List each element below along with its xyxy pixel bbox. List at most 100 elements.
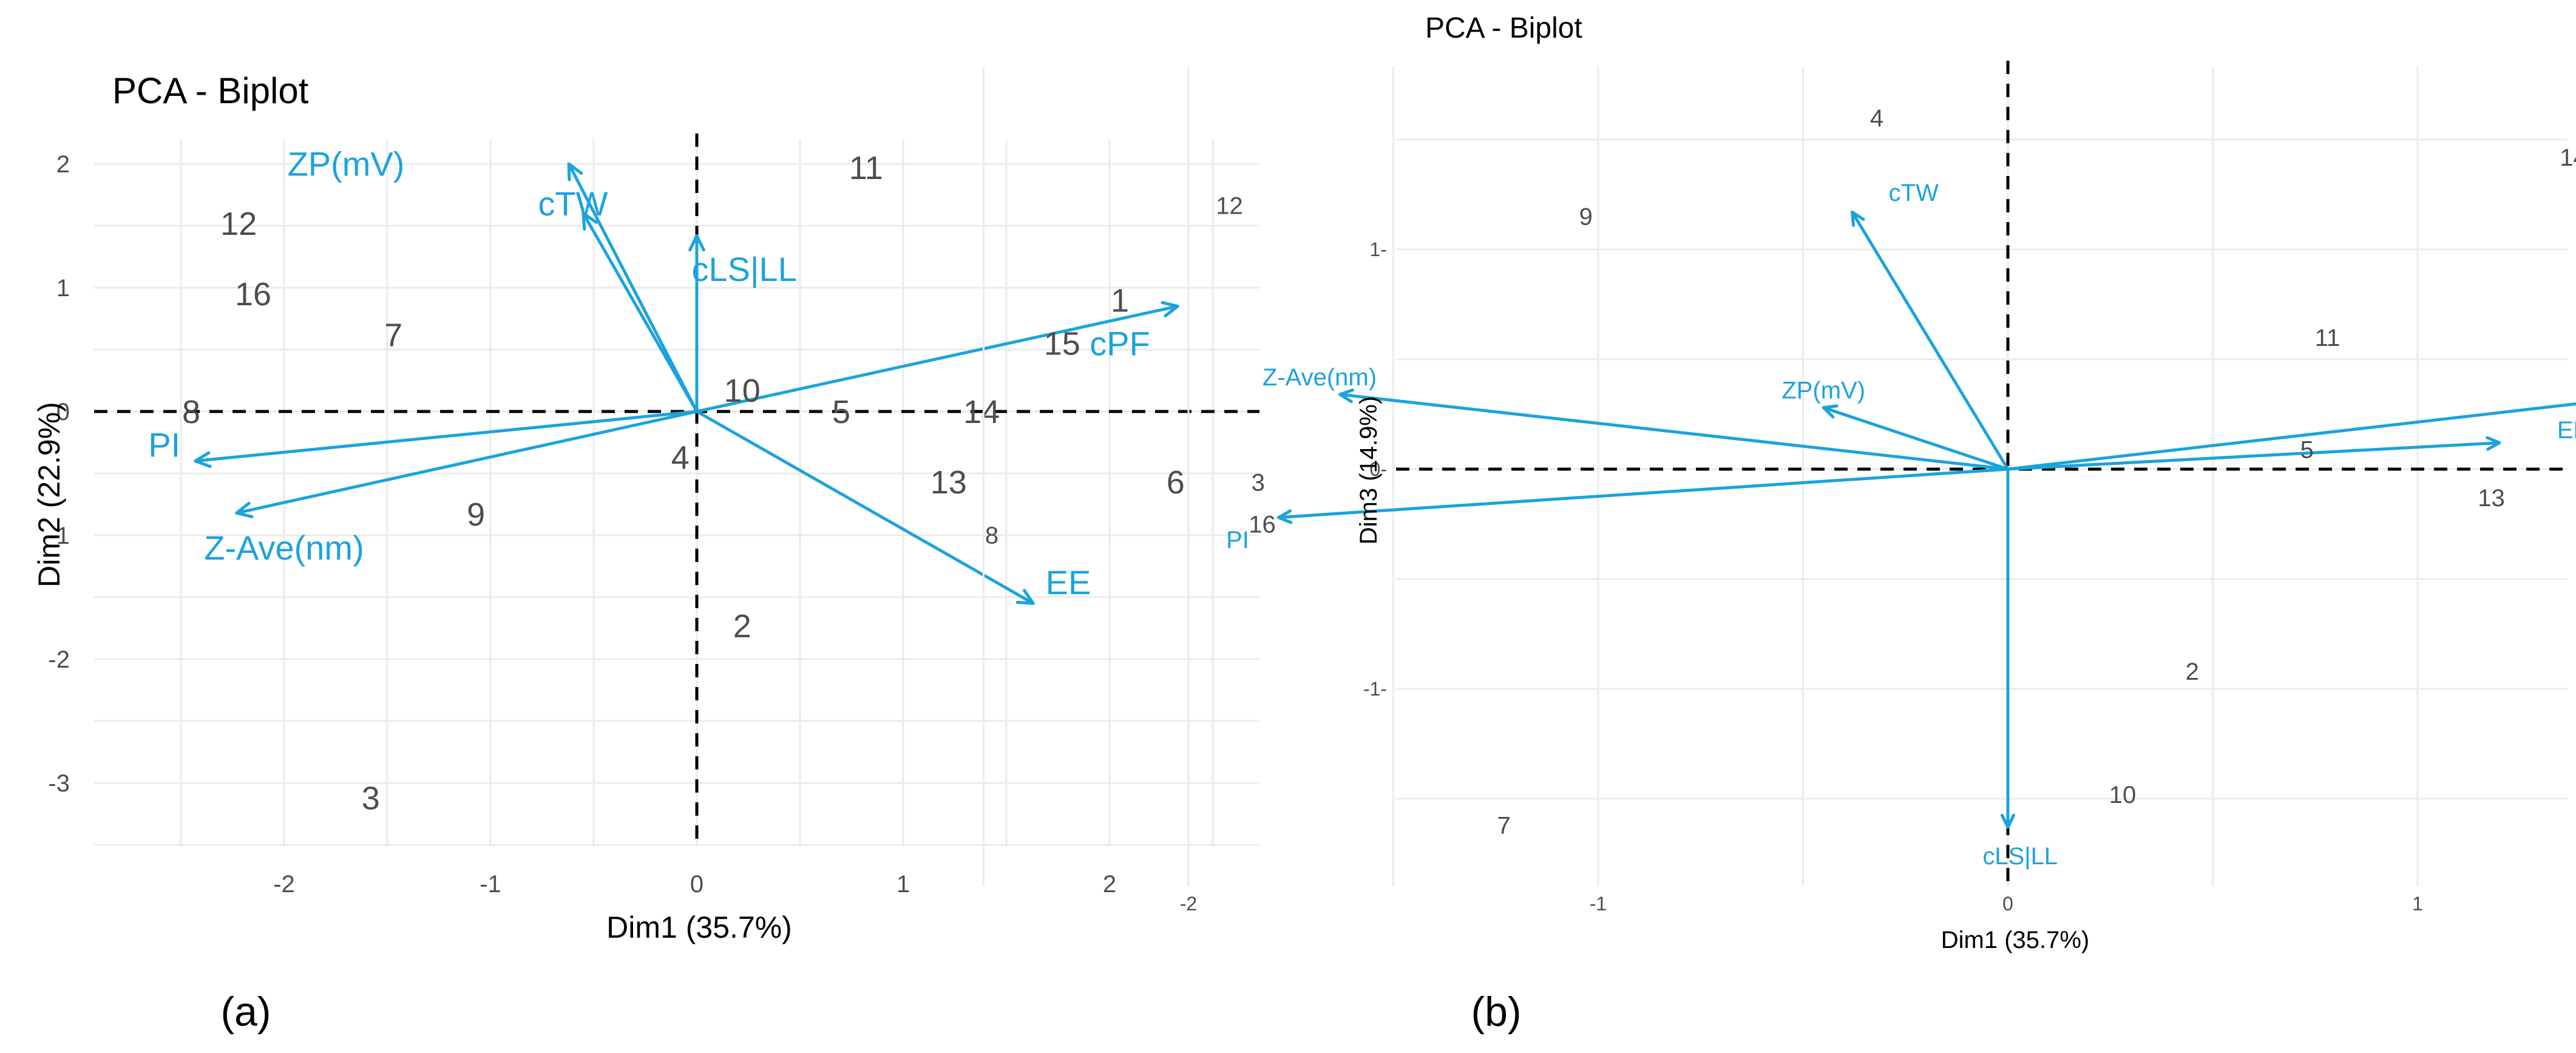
a-arrowhead-2 [688, 234, 705, 252]
panel-a-variable-arrows [194, 162, 1179, 605]
a-arrowhead-5 [194, 451, 212, 469]
a-point-label-3: 3 [362, 780, 380, 816]
a-arrow-5 [195, 410, 697, 463]
b-variable-label-2: Z-Ave(nm) [1263, 364, 1377, 391]
panel-b-zero-lines [1396, 61, 2568, 886]
b-arrow-0 [1851, 211, 2010, 470]
b-arrow-1 [1823, 406, 2008, 471]
b-point-label-4: 4 [1870, 105, 1883, 132]
panel-a-y-ticks: 2 1 0 -1 -2 -3 [48, 151, 70, 797]
b-variable-label-4: EE [2557, 417, 2576, 444]
b-point-label-14: 14 [2560, 144, 2576, 171]
b-point-label-5: 5 [2300, 436, 2314, 463]
a-x-tick-label-0: -2 [273, 871, 295, 898]
b-x-tick-label-1: -1 [1590, 893, 1607, 915]
a-arrowhead-0 [567, 162, 583, 181]
panel-a-variable-labels: ZP(mV) cTW cLS|LL cPF EE PI Z-Ave(nm) [148, 145, 1150, 602]
a-point-label-14: 14 [963, 394, 1000, 430]
panel-a-x-ticks: -2 -1 0 1 2 [273, 871, 1116, 898]
panel-a-biplot: PCA - Biplot -2 -1 0 1 2 210-1-2-3 123456789… [32, 70, 1259, 1035]
a-variable-label-4: EE [1046, 563, 1091, 601]
a-variable-label-2: cLS|LL [692, 250, 797, 288]
b-arrowhead-0 [1851, 210, 1865, 227]
a-x-tick-label-4: 2 [1103, 871, 1116, 898]
a-y-tick-label-1: 1 [56, 275, 70, 302]
a-variable-label-0: ZP(mV) [288, 145, 405, 183]
a-point-label-15: 15 [1044, 326, 1080, 362]
a-point-label-11: 11 [849, 150, 883, 186]
b-point-label-2: 2 [2186, 659, 2199, 685]
b-arrow-2 [1340, 393, 2008, 471]
a-point-label-7: 7 [384, 317, 402, 353]
a-x-tick-label-1: -1 [480, 871, 501, 898]
panel-b-variable-arrows [1277, 210, 2576, 829]
a-point-label-9: 9 [467, 496, 485, 533]
b-y-tick-label-0: 1- [1370, 239, 1387, 260]
a-arrowhead-3 [1161, 301, 1179, 318]
b-point-label-12: 12 [1216, 193, 1243, 220]
b-variable-label-1: ZP(mV) [1781, 378, 1865, 404]
a-point-label-10: 10 [724, 373, 761, 409]
a-variable-label-5: PI [148, 426, 180, 464]
panel-b-grid [983, 67, 2568, 886]
b-variable-label-5: PI [1226, 527, 1249, 554]
a-y-tick-label-3: -1 [48, 523, 70, 549]
a-y-tick-label-4: -2 [48, 646, 70, 673]
a-point-label-16: 16 [235, 276, 271, 313]
a-arrowhead-6 [235, 501, 254, 518]
a-point-label-6: 6 [1167, 464, 1185, 501]
b-arrow-5 [1278, 467, 2008, 520]
a-variable-label-3: cPF [1090, 324, 1150, 362]
panel-a-grid [94, 140, 1259, 847]
a-arrow-1 [581, 212, 699, 413]
b-arrowhead-1 [1822, 404, 1839, 419]
a-arrow-4 [696, 410, 1034, 605]
b-point-label-8: 8 [985, 523, 998, 549]
panel-b-y-axis-title: Dim3 (14.9%) [1355, 396, 1382, 545]
a-arrow-0 [567, 163, 699, 413]
b-point-label-13: 13 [2478, 485, 2505, 512]
a-point-label-2: 2 [733, 608, 751, 645]
a-arrowhead-4 [1015, 589, 1035, 605]
b-x-tick-label-2: 0 [2002, 893, 2013, 915]
a-x-tick-label-2: 0 [690, 871, 703, 898]
panel-b-y-ticks: 1- 0- -1- [1363, 239, 1387, 700]
panel-a-title: PCA - Biplot [112, 70, 309, 111]
b-point-label-11: 11 [2315, 325, 2340, 351]
b-variable-label-0: cTW [1889, 180, 1939, 206]
b-point-label-9: 9 [1579, 204, 1593, 231]
b-arrowhead-4 [2486, 436, 2501, 451]
b-arrowhead-6 [2000, 813, 2016, 829]
b-point-label-3: 3 [1252, 470, 1265, 496]
b-point-label-7: 7 [1497, 812, 1511, 839]
b-point-label-16: 16 [1249, 512, 1276, 538]
a-point-label-13: 13 [930, 464, 967, 501]
a-y-tick-label-5: -3 [48, 770, 70, 797]
a-point-label-8: 8 [182, 394, 200, 430]
a-y-tick-label-0: 2 [56, 151, 70, 178]
b-arrow-4 [2007, 441, 2500, 471]
a-arrow-3 [696, 305, 1178, 413]
a-point-label-12: 12 [220, 206, 257, 242]
a-point-label-1: 1 [1111, 282, 1129, 319]
b-y-tick-label-1: 0- [1370, 458, 1387, 480]
b-arrowhead-2 [1338, 388, 1355, 404]
b-x-tick-label-3: 1 [2412, 893, 2423, 915]
b-y-tick-label-2: -1- [1363, 678, 1387, 700]
b-point-label-10: 10 [2109, 782, 2137, 808]
panel-a-zero-lines [94, 134, 1259, 847]
b-arrowhead-5 [1277, 509, 1293, 524]
a-y-tick-label-2: 0 [56, 399, 70, 425]
a-x-tick-label-3: 1 [897, 871, 910, 898]
panel-b-x-axis-title: Dim1 (35.7%) [1941, 927, 2090, 953]
b-variable-label-6: cLS|LL [1982, 843, 2058, 870]
a-variable-label-1: cTW [538, 185, 608, 223]
panel-a-y-axis-title: Dim2 (22.9%) [32, 402, 66, 587]
panel-a-x-axis-title: Dim1 (35.7%) [606, 910, 792, 944]
panel-b-title: PCA - Biplot [1425, 12, 1582, 44]
